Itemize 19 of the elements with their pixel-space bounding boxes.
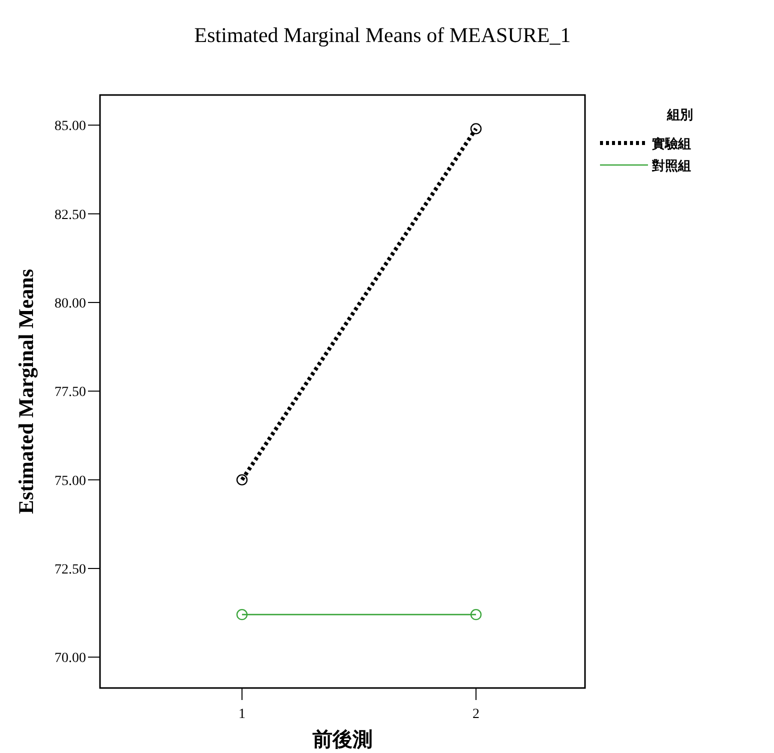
x-tick-label: 2	[472, 707, 480, 722]
x-axis-title: 前後測	[312, 727, 372, 751]
y-tick-label: 82.50	[54, 208, 86, 223]
y-tick-label: 72.50	[54, 562, 86, 578]
x-tick-label: 1	[238, 707, 246, 722]
chart-title: Estimated Marginal Means of MEASURE_1	[194, 23, 571, 47]
legend-title: 組別	[666, 108, 693, 123]
legend-label: 實驗組	[652, 136, 691, 152]
legend-label: 對照組	[651, 159, 691, 174]
y-tick-label: 75.00	[54, 474, 86, 489]
point	[470, 123, 482, 134]
y-tick-label: 77.50	[54, 385, 86, 400]
point	[236, 608, 248, 620]
point	[236, 474, 248, 486]
y-tick-label: 85.00	[54, 119, 86, 134]
y-axis-title: Estimated Marginal Means	[14, 269, 38, 514]
y-tick-label: 80.00	[54, 296, 86, 312]
point	[470, 608, 482, 620]
y-tick-label: 70.00	[54, 651, 86, 666]
